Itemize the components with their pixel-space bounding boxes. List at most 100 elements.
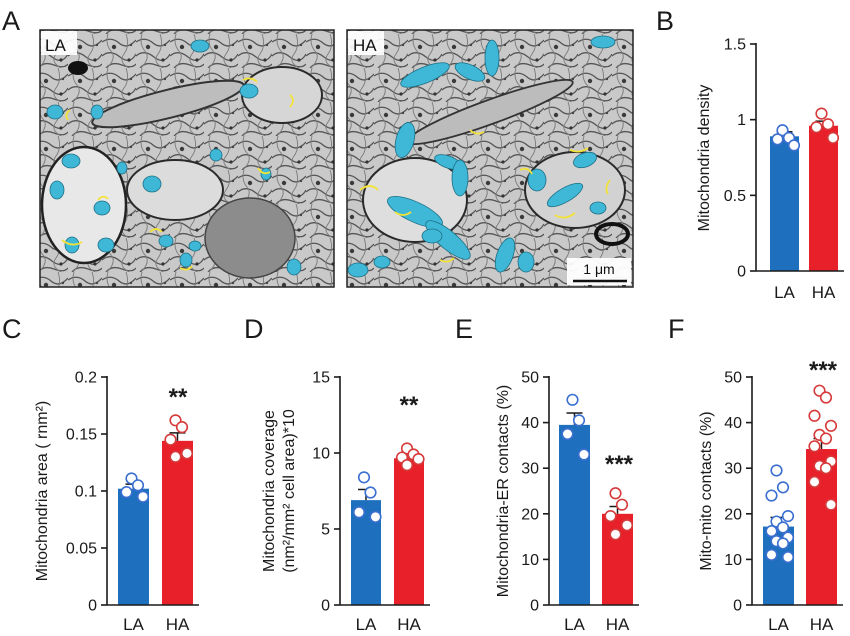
chart-f-point (776, 537, 790, 550)
chart-b-tick-label: 0.5 (724, 188, 746, 205)
chart-f-point (819, 462, 833, 475)
chart-f-point (765, 489, 778, 502)
chart-f-tick-label: 30 (724, 461, 742, 478)
chart-b-point (771, 133, 784, 146)
chart-f-point (781, 509, 795, 523)
chart-e-category-ha: HA (606, 615, 630, 634)
chart-c-point (180, 447, 194, 460)
chart-d-tick-label: 10 (312, 446, 330, 463)
chart-f-tick-label: 10 (724, 552, 742, 569)
chart-e-tick-label: 20 (521, 506, 539, 523)
chart-d-significance: ** (400, 392, 419, 419)
chart-e-point (609, 487, 622, 500)
chart-d-point (357, 471, 371, 484)
chart-b-bar-ha (809, 125, 838, 271)
chart-b-point (821, 118, 835, 131)
chart-b-point (815, 107, 828, 120)
chart-e-ylabel: Mitochondria-ER contacts (%) (495, 385, 512, 598)
chart-f-point (770, 464, 783, 477)
chart-f-point (808, 475, 821, 488)
chart-d: Mitochondria coverage (nm²/mm² cell area… (261, 370, 430, 634)
image-label-la: LA (45, 36, 66, 55)
chart-c-category-ha: HA (166, 615, 190, 634)
chart-f-tick-label: 50 (724, 370, 742, 387)
chart-c-bar-la (118, 488, 149, 605)
chart-f-tick-label: 20 (724, 506, 742, 523)
chart-b: Mitochondria density 0 0.5 1 1.5 LA HA (696, 37, 844, 302)
chart-b-category-ha: HA (812, 283, 836, 302)
image-label-ha: HA (353, 36, 377, 55)
panel-label-d: D (244, 314, 264, 344)
chart-f-point (824, 498, 838, 511)
em-image-ha: HA 1 μm (346, 29, 634, 288)
chart-f: Mito-mito contacts (%) *** 0 10 20 30 40 50 LA… (698, 357, 843, 634)
chart-e-point (577, 448, 591, 461)
chart-e-point (620, 519, 634, 532)
chart-c-tick-label: 0 (88, 598, 97, 615)
chart-e-significance: *** (605, 451, 634, 478)
chart-d-point (364, 486, 377, 499)
chart-c-point (131, 479, 145, 492)
chart-e-point (561, 427, 574, 441)
chart-b-ylabel: Mitochondria density (696, 85, 713, 232)
chart-f-point (824, 419, 838, 432)
chart-d-tick-label: 5 (321, 522, 330, 539)
chart-b-point (826, 131, 840, 144)
chart-c-point (120, 486, 133, 499)
chart-c-tick-label: 0.15 (66, 427, 97, 444)
chart-d-category-la: LA (356, 615, 377, 634)
chart-e-tick-label: 50 (521, 370, 539, 387)
chart-d-point (400, 459, 414, 472)
chart-c: Mitochondria area ( rnm²) ** 0 0.05 0.1 0.1… (34, 370, 199, 634)
chart-d-point (369, 510, 382, 523)
chart-e-point (566, 393, 579, 406)
chart-e-tick-label: 30 (521, 461, 539, 478)
chart-f-point (765, 548, 778, 561)
panel-label-b: B (656, 6, 674, 36)
chart-e-tick-label: 0 (530, 598, 539, 615)
chart-d-bar-ha (394, 458, 424, 605)
chart-c-point (136, 490, 150, 503)
panel-label-e: E (455, 314, 473, 344)
chart-f-significance: *** (809, 357, 838, 384)
chart-d-tick-label: 15 (312, 370, 330, 387)
chart-c-point (169, 450, 182, 463)
chart-d-point (352, 506, 366, 519)
panel-label-a: A (2, 6, 20, 36)
chart-b-point (787, 139, 801, 152)
chart-e-tick-label: 40 (521, 415, 539, 432)
chart-e-point (604, 509, 617, 523)
scale-bar-label: 1 μm (583, 261, 614, 277)
chart-e-point (615, 498, 629, 511)
chart-f-point (776, 521, 790, 534)
chart-e-tick-label: 10 (521, 552, 539, 569)
chart-b-tick-label: 1.5 (724, 37, 746, 54)
chart-c-tick-label: 0.05 (66, 541, 97, 558)
chart-f-point (819, 432, 833, 445)
chart-d-point (412, 452, 425, 466)
chart-f-category-ha: HA (810, 615, 834, 634)
chart-f-point (808, 409, 821, 422)
chart-e: Mitochondria-ER contacts (%) *** 0 10 20 30… (495, 370, 639, 634)
chart-f-point (765, 525, 778, 538)
chart-c-category-la: LA (123, 615, 144, 634)
chart-c-point (164, 433, 177, 446)
chart-b-tick-label: 0 (737, 264, 746, 281)
em-image-la: LA (39, 29, 335, 288)
chart-b-tick-label: 1 (737, 112, 746, 129)
chart-c-tick-label: 0.2 (75, 370, 97, 387)
chart-b-point (810, 121, 823, 134)
chart-d-ylabel-line2: (nm²/mm² cell area)*10 (281, 409, 298, 573)
chart-e-category-la: LA (564, 615, 585, 634)
chart-f-ylabel: Mito-mito contacts (%) (698, 411, 715, 570)
chart-c-point (175, 421, 189, 434)
chart-c-significance: ** (169, 384, 188, 411)
chart-d-tick-label: 0 (321, 598, 330, 615)
chart-f-point (776, 481, 790, 494)
chart-f-point (781, 551, 795, 564)
chart-f-category-la: LA (768, 615, 789, 634)
chart-f-point (819, 391, 833, 404)
chart-e-point (572, 414, 586, 427)
panel-label-f: F (668, 314, 685, 344)
